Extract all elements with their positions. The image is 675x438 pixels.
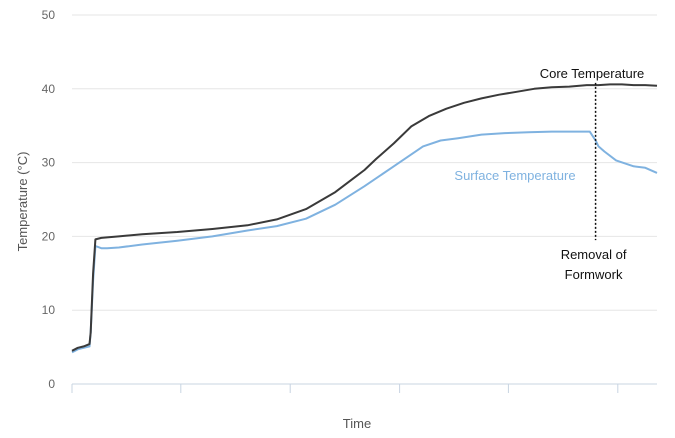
gridlines <box>72 14 657 311</box>
series-lines <box>71 83 658 354</box>
core-temperature-label: Core Temperature <box>540 66 645 81</box>
y-tick-label: 0 <box>48 377 55 391</box>
core-temperature-line <box>71 83 658 352</box>
y-tick-labels: 0 10 20 30 40 50 <box>42 8 56 391</box>
y-axis-title: Temperature (°C) <box>15 152 30 252</box>
formwork-label-line1: Removal of <box>561 247 627 262</box>
x-axis-title: Time <box>343 416 371 431</box>
x-tick-marks <box>71 384 619 393</box>
surface-temperature-label: Surface Temperature <box>454 168 575 183</box>
surface-temperature-line <box>71 130 658 354</box>
formwork-label-line2: Formwork <box>565 267 623 282</box>
y-tick-label: 50 <box>42 8 56 22</box>
y-tick-label: 40 <box>42 82 56 96</box>
y-tick-label: 20 <box>42 229 56 243</box>
y-tick-label: 30 <box>42 156 56 170</box>
y-tick-label: 10 <box>42 303 56 317</box>
